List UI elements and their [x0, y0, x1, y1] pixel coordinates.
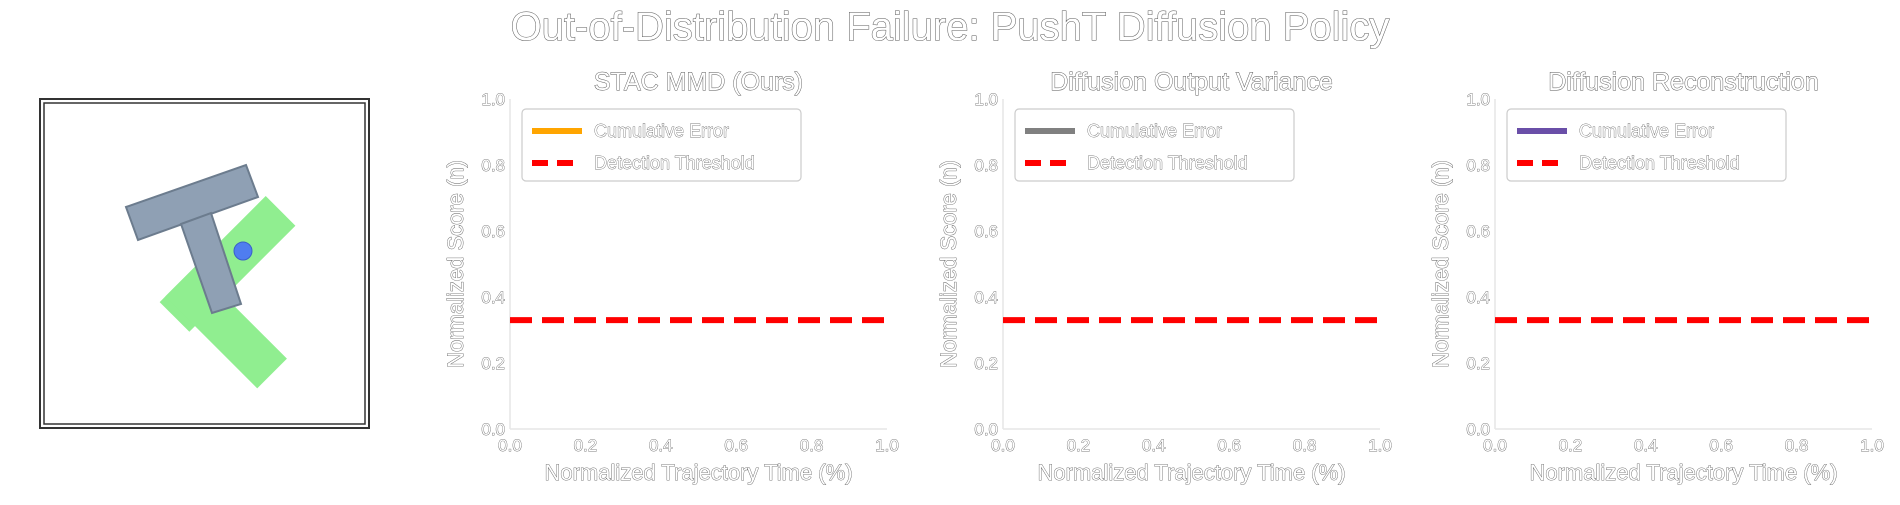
y-tick-label: 0.6: [481, 222, 505, 241]
x-tick-label: 0.2: [574, 436, 598, 455]
t-block-stem: [179, 211, 243, 315]
agent-dot: [233, 241, 253, 261]
y-tick-label: 1.0: [481, 90, 505, 109]
chart-panel-2: Diffusion Reconstruction 0.0 0.2 0.4 0.6 0.8 1…: [1428, 68, 1885, 486]
x-tick-label: 0.2: [1067, 436, 1091, 455]
x-tick-label: 1.0: [1368, 436, 1392, 455]
x-tick-label: 0.2: [1559, 436, 1583, 455]
legend-error-label: Cumulative Error: [1579, 121, 1714, 141]
y-tick-label: 0.0: [481, 420, 505, 439]
chart-panel-1: Diffusion Output Variance 0.0 0.2 0.4 0.6 0.8…: [936, 68, 1393, 486]
t-block-bar: [124, 163, 260, 242]
x-tick-label: 0.6: [724, 436, 748, 455]
legend-box: [521, 108, 802, 182]
y-tick-label: 0.2: [481, 354, 505, 373]
scene-inner-frame: [43, 102, 366, 425]
legend-threshold-label: Detection Threshold: [594, 153, 755, 173]
x-tick-label: 0.0: [991, 436, 1015, 455]
legend: Cumulative Error Detection Threshold: [521, 108, 802, 182]
x-tick-label: 0.0: [1483, 436, 1507, 455]
y-tick-label: 1.0: [1466, 90, 1490, 109]
target-t-stem: [165, 266, 287, 389]
chart-title: STAC MMD (Ours): [594, 68, 803, 96]
chart-title: Diffusion Output Variance: [1050, 68, 1333, 96]
legend-error-label: Cumulative Error: [594, 121, 729, 141]
y-tick-label: 0.8: [974, 156, 998, 175]
pusht-scene-panel: [39, 98, 370, 429]
legend-box: [1014, 108, 1295, 182]
charts-container: STAC MMD (Ours) 0.0 0.2 0.4 0.6 0.8 1.0 0.0 0.2 0…: [443, 68, 1885, 486]
legend: Cumulative Error Detection Threshold: [1014, 108, 1295, 182]
x-tick-label: 0.6: [1217, 436, 1241, 455]
x-tick-label: 0.8: [800, 436, 824, 455]
x-tick-label: 0.4: [1142, 436, 1166, 455]
y-tick-label: 0.2: [1466, 354, 1490, 373]
y-tick-label: 0.8: [1466, 156, 1490, 175]
legend-threshold-label: Detection Threshold: [1579, 153, 1740, 173]
x-axis-label: Normalized Trajectory Time (%): [1529, 460, 1837, 485]
chart-title: Diffusion Reconstruction: [1548, 68, 1819, 96]
y-axis-label: Normalized Score (n): [1428, 160, 1453, 368]
legend-box: [1506, 108, 1787, 182]
x-tick-label: 0.8: [1293, 436, 1317, 455]
y-tick-label: 0.6: [974, 222, 998, 241]
y-tick-label: 0.0: [1466, 420, 1490, 439]
y-tick-label: 0.8: [481, 156, 505, 175]
legend-error-label: Cumulative Error: [1087, 121, 1222, 141]
chart-panel-0: STAC MMD (Ours) 0.0 0.2 0.4 0.6 0.8 1.0 0.0 0.2 0…: [443, 68, 900, 486]
x-axis-label: Normalized Trajectory Time (%): [544, 460, 852, 485]
legend-threshold-label: Detection Threshold: [1087, 153, 1248, 173]
y-tick-label: 0.4: [974, 288, 998, 307]
y-tick-label: 0.0: [974, 420, 998, 439]
legend: Cumulative Error Detection Threshold: [1506, 108, 1787, 182]
figure-title: Out-of-Distribution Failure: PushT Diffu…: [511, 5, 1390, 49]
y-tick-label: 0.2: [974, 354, 998, 373]
y-axis-label: Normalized Score (n): [936, 160, 961, 368]
x-tick-label: 0.6: [1709, 436, 1733, 455]
x-tick-label: 1.0: [1860, 436, 1884, 455]
t-block-shape: [124, 163, 260, 315]
y-tick-label: 0.4: [1466, 288, 1490, 307]
y-axis-label: Normalized Score (n): [443, 160, 468, 368]
x-tick-label: 0.0: [498, 436, 522, 455]
x-tick-label: 0.4: [1634, 436, 1658, 455]
y-tick-label: 1.0: [974, 90, 998, 109]
x-tick-label: 0.4: [649, 436, 673, 455]
x-tick-label: 0.8: [1785, 436, 1809, 455]
x-tick-label: 1.0: [875, 436, 899, 455]
y-tick-label: 0.6: [1466, 222, 1490, 241]
x-axis-label: Normalized Trajectory Time (%): [1037, 460, 1345, 485]
scene-outer-frame: [39, 98, 370, 429]
y-tick-label: 0.4: [481, 288, 505, 307]
